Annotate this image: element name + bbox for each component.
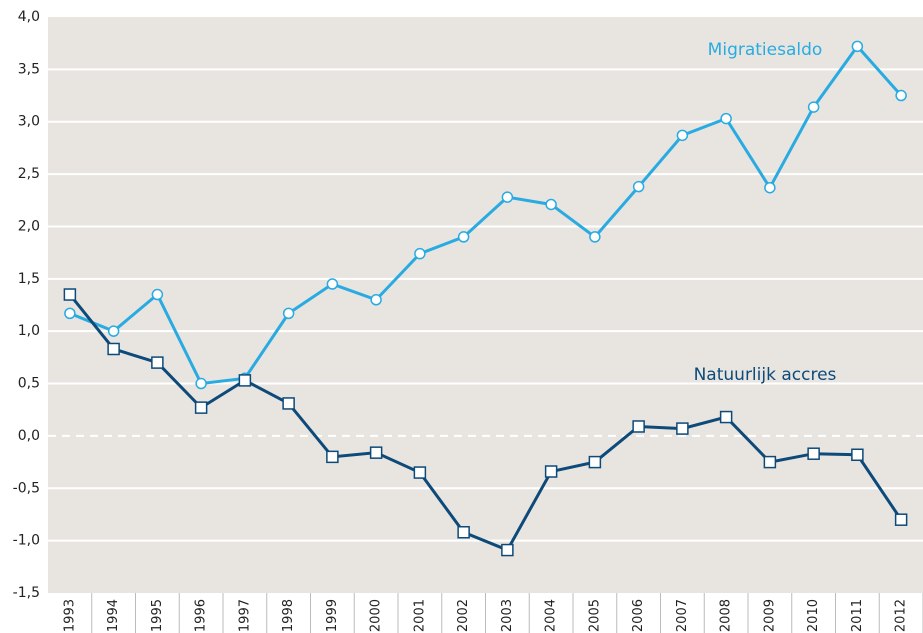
point [719, 410, 733, 424]
x-tick-label: 1995 [150, 599, 165, 632]
point [807, 101, 820, 113]
x-tick-label: 2006 [631, 599, 646, 632]
point [676, 129, 689, 142]
point [414, 247, 426, 260]
y-tick-label: 2,5 [18, 166, 40, 182]
point [370, 294, 382, 306]
x-tick-label: 2009 [762, 599, 777, 632]
point [807, 447, 820, 460]
point [588, 455, 602, 469]
point [282, 307, 295, 320]
x-tick-label: 1998 [281, 599, 296, 632]
point [195, 377, 207, 390]
y-tick-label: 4,0 [18, 9, 40, 25]
point [851, 448, 864, 462]
series-line [69, 43, 903, 386]
point [238, 374, 252, 387]
point [544, 465, 558, 478]
point [632, 420, 645, 433]
point [851, 40, 864, 53]
point [369, 446, 383, 459]
x-tick-label: 2000 [369, 599, 384, 632]
x-tick-label: 2008 [719, 599, 734, 632]
y-tick-label: 3,5 [18, 61, 40, 77]
x-tick-label: 1994 [106, 599, 121, 632]
y-tick-label: -0,5 [13, 480, 40, 496]
series-line [68, 293, 903, 552]
y-tick-label: 0,5 [18, 376, 40, 392]
point [457, 231, 470, 243]
point [894, 513, 908, 526]
point [107, 342, 120, 356]
point [326, 278, 339, 290]
x-tick-label: 1999 [325, 599, 340, 632]
x-tick-label: 1996 [194, 599, 209, 632]
point [501, 191, 514, 203]
x-tick-label: 2003 [500, 599, 515, 632]
point [63, 288, 77, 301]
point [194, 401, 208, 414]
point [282, 397, 295, 410]
point [501, 543, 514, 557]
point [457, 526, 470, 539]
y-tick-label: 3,0 [18, 114, 40, 130]
plot-area [48, 17, 923, 593]
point [763, 455, 777, 469]
y-tick-label: 1,5 [18, 271, 40, 287]
point [720, 112, 732, 125]
point [895, 89, 907, 102]
point [764, 181, 776, 194]
point [326, 450, 339, 464]
point [589, 231, 601, 243]
point [676, 422, 689, 435]
y-tick-label: 0,0 [18, 428, 40, 444]
y-tick-label: 1,0 [18, 323, 40, 339]
x-tick-label: 1993 [62, 599, 77, 632]
series-label: Migratiesaldo [708, 40, 823, 60]
point [545, 198, 557, 211]
x-tick-label: 2002 [456, 599, 471, 632]
point [151, 356, 164, 369]
x-tick-label: 2012 [894, 599, 909, 632]
x-tick-label: 2001 [412, 599, 427, 632]
y-tick-label: -1,0 [13, 533, 40, 549]
point [632, 180, 645, 193]
x-tick-label: 2005 [587, 599, 602, 632]
x-tick-label: 2007 [675, 599, 690, 632]
series-label: Natuurlijk accres [694, 365, 837, 385]
point [413, 466, 427, 479]
x-tick-label: 2011 [850, 599, 865, 632]
point [64, 307, 76, 320]
x-tick-label: 2010 [806, 599, 821, 632]
point [107, 325, 120, 337]
x-tick-label: 2004 [544, 599, 559, 632]
point [151, 288, 164, 301]
x-tick-label: 1997 [237, 599, 252, 632]
y-tick-label: -1,5 [13, 585, 40, 601]
y-tick-label: 2,0 [18, 218, 40, 234]
